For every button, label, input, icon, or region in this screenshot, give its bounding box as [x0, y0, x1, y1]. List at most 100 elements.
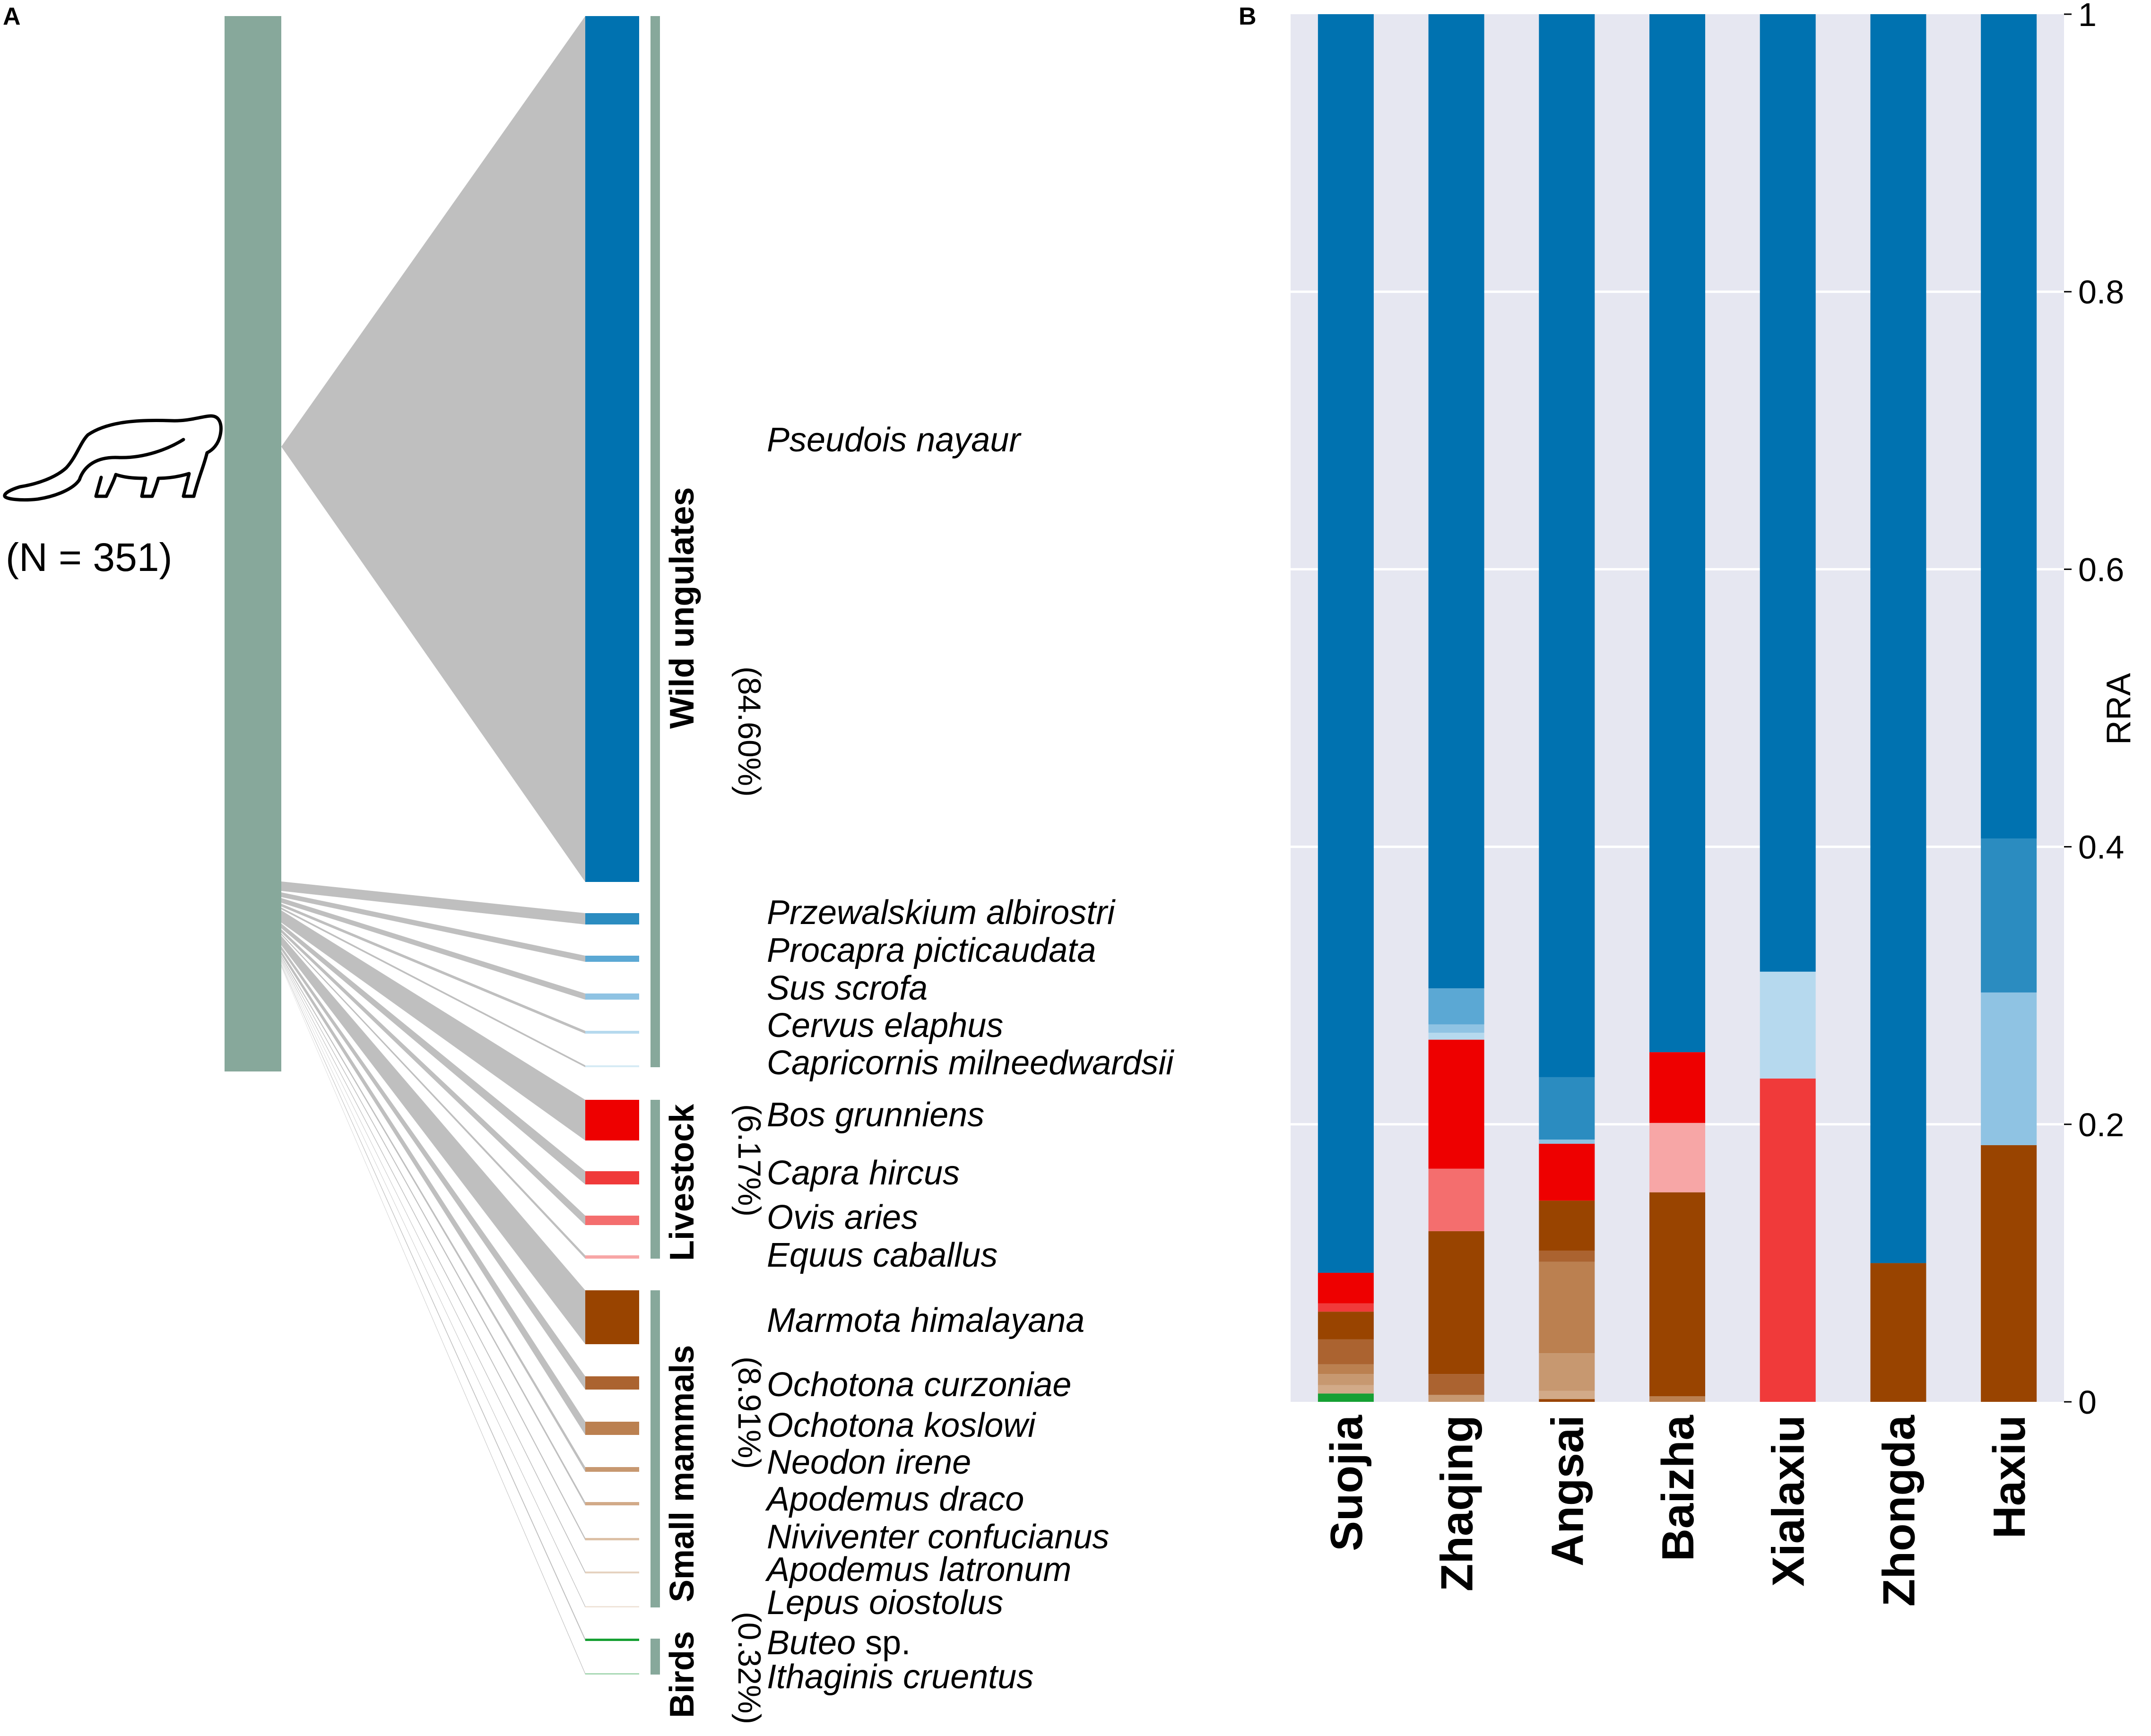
- bar-segment-neodon-irene: [1428, 1395, 1484, 1402]
- bar-angsai: [1539, 14, 1595, 1402]
- bar-zhaqing: [1428, 14, 1484, 1402]
- group-line-small-mammals: [651, 1290, 660, 1607]
- connector-equus-caballus: [281, 933, 585, 1259]
- bar-baizha: [1649, 14, 1705, 1402]
- sample-size-label: (N = 351): [6, 535, 173, 579]
- species-labels: Pseudois nayaur Przewalskium albirostriPr…: [765, 421, 1174, 1696]
- connector-lepus-oiostolus: [281, 963, 585, 1607]
- species-bar-apodemus-draco: [585, 1502, 639, 1505]
- species-bar-neodon-irene: [585, 1467, 639, 1472]
- bar-segment-bos-grunniens: [1539, 1143, 1595, 1201]
- group-line-livestock: [651, 1100, 660, 1259]
- group-label-wild-ungulates: Wild ungulates (84.60%): [663, 487, 767, 797]
- bar-segment-pseudois-nayaur: [1539, 14, 1595, 1077]
- bar-segment-pseudois-nayaur: [1428, 14, 1484, 989]
- y-tick-label: 0: [2078, 1384, 2097, 1421]
- bar-segment-procapra-picticaudata: [1428, 988, 1484, 1025]
- y-tick-label: 1: [2078, 0, 2097, 33]
- connector-pseudois-nayaur: [281, 16, 585, 882]
- species-label-marmota-himalayana: Marmota himalayana: [767, 1302, 1084, 1339]
- bar-segment-equus-caballus: [1649, 1123, 1705, 1192]
- species-bar-cervus-elaphus: [585, 1031, 639, 1034]
- group-lines: [651, 16, 660, 1675]
- bar-segment-ochotona-koslowi: [1539, 1261, 1595, 1354]
- bar-segment-neodon-irene: [1539, 1353, 1595, 1391]
- species-bar-niviventer-confucianus: [585, 1538, 639, 1540]
- connector-buteo: [281, 965, 585, 1641]
- connector-niviventer-confucianus: [281, 960, 585, 1540]
- bar-segment-apodemus-draco: [1539, 1391, 1595, 1399]
- x-axis-site-labels: Suojia Zhaqing Angsai Baizha Xialaxiu Zhongda…: [1321, 1415, 2035, 1606]
- species-bar-capricornis-milneedwardsii: [585, 1065, 639, 1067]
- species-bar-ovis-aries: [585, 1216, 639, 1225]
- species-label-procapra-picticaudata: Procapra picticaudata: [767, 932, 1096, 969]
- bar-segment-sus-scrofa: [1539, 1140, 1595, 1144]
- species-label-pseudois-nayaur: Pseudois nayaur: [767, 421, 1022, 459]
- bar-suojia: [1318, 14, 1374, 1402]
- bar-segment-marmota-himalayana: [1428, 1231, 1484, 1374]
- bar-zhongda: [1870, 14, 1926, 1402]
- bar-segment-bos-grunniens: [1318, 1272, 1374, 1304]
- species-bar-ithaginis-cruentus: [585, 1673, 639, 1675]
- species-label-lepus-oiostolus: Lepus oiostolus: [767, 1584, 1003, 1622]
- group-percent: (84.60%): [731, 666, 767, 797]
- connector-ochotona-koslowi: [281, 951, 585, 1435]
- bar-segment-ochotona-curzoniae: [1428, 1374, 1484, 1395]
- species-bar-apodemus-latronum: [585, 1572, 639, 1573]
- bar-segment-pseudois-nayaur: [1870, 14, 1926, 1263]
- y-tick-label: 0.6: [2078, 551, 2124, 588]
- species-label-sus-scrofa: Sus scrofa: [767, 969, 928, 1007]
- connector-apodemus-draco: [281, 958, 585, 1505]
- group-label-birds: Birds (0.32%): [663, 1612, 767, 1724]
- species-bar-przewalskium-albirostri: [585, 913, 639, 924]
- bar-segment-marmota-himalayana: [1981, 1145, 2037, 1402]
- species-label-suffix: sp.: [856, 1624, 911, 1662]
- bar-xialaxiu: [1760, 14, 1816, 1402]
- bar-segment-capra-hircus: [1318, 1303, 1374, 1312]
- species-label-buteo: Buteo sp.: [767, 1624, 911, 1662]
- species-label-capricornis-milneedwardsii: Capricornis milneedwardsii: [767, 1044, 1174, 1082]
- site-label-xialaxiu: Xialaxiu: [1763, 1415, 1814, 1587]
- species-bar-sus-scrofa: [585, 993, 639, 1000]
- group-name: Birds: [663, 1631, 701, 1718]
- bar-segment-ochotona-koslowi: [1318, 1364, 1374, 1374]
- bar-segment-capra-hircus: [1760, 1078, 1816, 1402]
- site-label-zhaqing: Zhaqing: [1432, 1415, 1483, 1591]
- species-label-bos-grunniens: Bos grunniens: [767, 1096, 984, 1134]
- connector-przewalskium-albirostri: [281, 881, 585, 924]
- group-name: Small mammals: [663, 1345, 701, 1602]
- species-label-apodemus-draco: Apodemus draco: [765, 1480, 1024, 1518]
- connector-capricornis-milneedwardsii: [281, 907, 585, 1067]
- group-name: Livestock: [663, 1104, 701, 1261]
- y-axis-title: RRA: [2100, 673, 2138, 745]
- species-bar-ochotona-koslowi: [585, 1422, 639, 1435]
- connector-neodon-irene: [281, 956, 585, 1472]
- bar-segment-buteo-sp: [1318, 1393, 1374, 1402]
- bar-segment-marmota-himalayana: [1539, 1399, 1595, 1402]
- species-label-ovis-aries: Ovis aries: [767, 1199, 918, 1236]
- connector-apodemus-latronum: [281, 962, 585, 1573]
- species-bar-marmota-himalayana: [585, 1290, 639, 1344]
- bar-segment-pseudois-nayaur: [1318, 14, 1374, 1273]
- group-label-small-mammals: Small mammals (8.91%): [663, 1345, 767, 1602]
- bar-segment-bos-grunniens: [1428, 1039, 1484, 1169]
- bar-segment-marmota-himalayana: [1318, 1312, 1374, 1339]
- species-bar-procapra-picticaudata: [585, 956, 639, 962]
- panel-a: (N = 351) Pseudois nayaur Przewalskium al…: [3, 16, 1174, 1724]
- species-bars: [585, 16, 639, 1675]
- bar-segment-ochotona-curzoniae: [1539, 1250, 1595, 1262]
- species-label-apodemus-latronum: Apodemus latronum: [765, 1551, 1071, 1589]
- bar-segment-cervus-elaphus: [1428, 1033, 1484, 1040]
- group-line-birds: [651, 1639, 660, 1675]
- bar-segment-ochotona-koslowi: [1649, 1396, 1705, 1402]
- site-label-baizha: Baizha: [1653, 1415, 1703, 1561]
- species-label-cervus-elaphus: Cervus elaphus: [767, 1007, 1003, 1045]
- connector-cervus-elaphus: [281, 904, 585, 1034]
- species-label-neodon-irene: Neodon irene: [767, 1443, 971, 1481]
- bar-segment-ovis-aries: [1428, 1168, 1484, 1231]
- y-tick-label: 0.4: [2078, 829, 2124, 866]
- bar-segment-pseudois-nayaur: [1649, 14, 1705, 1053]
- species-label-ochotona-koslowi: Ochotona koslowi: [767, 1407, 1036, 1444]
- group-label-livestock: Livestock (6.17%): [663, 1104, 767, 1261]
